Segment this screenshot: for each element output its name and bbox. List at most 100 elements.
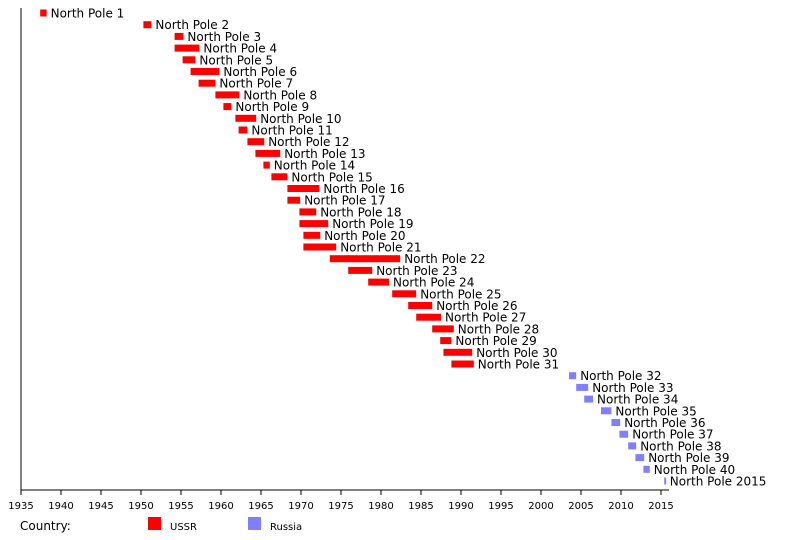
station-bar (584, 395, 593, 403)
station-label: North Pole 18 (320, 205, 401, 219)
station-bar (576, 383, 589, 391)
station-label: North Pole 9 (235, 100, 309, 114)
station-label: North Pole 36 (624, 416, 705, 430)
station-bar (299, 220, 329, 228)
station-bar (443, 348, 473, 356)
station-label: North Pole 22 (404, 252, 485, 266)
station-bar (416, 313, 441, 321)
station-label: North Pole 35 (615, 404, 696, 418)
station-bar (299, 208, 317, 216)
x-tick-label: 2000 (528, 501, 553, 512)
station-label: North Pole 14 (274, 159, 355, 173)
station-label: North Pole 30 (476, 346, 557, 360)
station-bar (255, 149, 281, 157)
x-tick-label: 2005 (568, 501, 593, 512)
station-bar (440, 337, 452, 345)
station-bar (174, 32, 184, 40)
station-bar (143, 21, 152, 29)
station-bar (664, 477, 667, 485)
station-bar (601, 407, 612, 415)
station-label: North Pole 2015 (670, 475, 767, 489)
station-label: North Pole 17 (304, 194, 385, 208)
station-label: North Pole 16 (323, 182, 404, 196)
legend: Country: USSR Russia (20, 517, 302, 533)
station-label: North Pole 12 (268, 135, 349, 149)
legend-label-russia: Russia (270, 522, 302, 533)
station-label: North Pole 20 (324, 229, 405, 243)
station-bar (348, 266, 373, 274)
station-label: North Pole 40 (654, 463, 735, 477)
station-label: North Pole 38 (640, 439, 721, 453)
station-label: North Pole 2 (155, 18, 229, 32)
station-label: North Pole 34 (597, 393, 678, 407)
station-label: North Pole 29 (455, 334, 536, 348)
station-bar (432, 325, 454, 333)
station-bar (569, 372, 577, 380)
station-bar (215, 91, 240, 99)
station-label: North Pole 32 (580, 369, 661, 383)
station-label: North Pole 37 (632, 428, 713, 442)
station-bar (303, 231, 321, 239)
station-label: North Pole 24 (393, 276, 474, 290)
station-label: North Pole 1 (51, 7, 125, 21)
station-bar (392, 290, 417, 298)
station-bar (182, 56, 196, 64)
station-label: North Pole 27 (445, 311, 526, 325)
station-label: North Pole 21 (340, 241, 421, 255)
station-bar (408, 302, 433, 309)
station-bar (287, 196, 301, 204)
station-bar (238, 126, 248, 134)
x-tick-label: 1990 (448, 501, 473, 512)
station-label: North Pole 11 (251, 124, 332, 138)
legend-swatch-russia (248, 517, 261, 530)
station-label: North Pole 25 (420, 287, 501, 301)
station-bar (247, 138, 265, 146)
station-label: North Pole 31 (478, 358, 559, 372)
station-bar (303, 243, 337, 251)
x-tick-label: 1950 (128, 501, 153, 512)
station-label: North Pole 15 (291, 170, 372, 184)
x-tick-label: 1975 (328, 501, 353, 512)
station-bar (635, 454, 645, 462)
x-tick-label: 1945 (88, 501, 113, 512)
station-label: North Pole 6 (223, 65, 297, 79)
station-label: North Pole 26 (436, 299, 517, 313)
station-bar (271, 173, 288, 181)
station-bar (223, 103, 232, 111)
station-label: North Pole 4 (203, 42, 277, 56)
legend-swatch-ussr (148, 517, 161, 530)
x-tick-label: 1970 (288, 501, 313, 512)
station-label: North Pole 7 (219, 77, 293, 91)
station-label: North Pole 3 (187, 30, 261, 44)
station-bar (619, 430, 629, 438)
station-bar (40, 9, 47, 17)
station-label: North Pole 33 (592, 381, 673, 395)
station-bar (628, 442, 637, 450)
station-label: North Pole 28 (458, 322, 539, 336)
station-bar (235, 114, 257, 122)
x-tick-label: 1955 (168, 501, 193, 512)
station-label: North Pole 13 (284, 147, 365, 161)
station-label: North Pole 5 (199, 53, 273, 67)
station-bar (263, 161, 270, 169)
x-tick-label: 1995 (488, 501, 513, 512)
station-bar (329, 255, 401, 263)
station-bar (287, 185, 320, 192)
station-bar (190, 68, 220, 75)
x-tick-label: 2015 (648, 501, 673, 512)
station-bar (174, 44, 200, 52)
x-tick-label: 1940 (48, 501, 73, 512)
station-bar (198, 79, 216, 87)
x-tick-label: 1980 (368, 501, 393, 512)
x-tick-label: 2010 (608, 501, 633, 512)
station-bar (643, 465, 650, 473)
x-tick-label: 1960 (208, 501, 233, 512)
legend-title: Country: (20, 519, 71, 533)
station-label: North Pole 10 (260, 112, 341, 126)
x-tick-label: 1935 (8, 501, 33, 512)
station-label: North Pole 19 (332, 217, 413, 231)
x-axis-ticks: 1935 1940 1945 1950 1955 1960 1965 1970 1975 1980… (8, 490, 674, 512)
station-bar (368, 278, 389, 286)
